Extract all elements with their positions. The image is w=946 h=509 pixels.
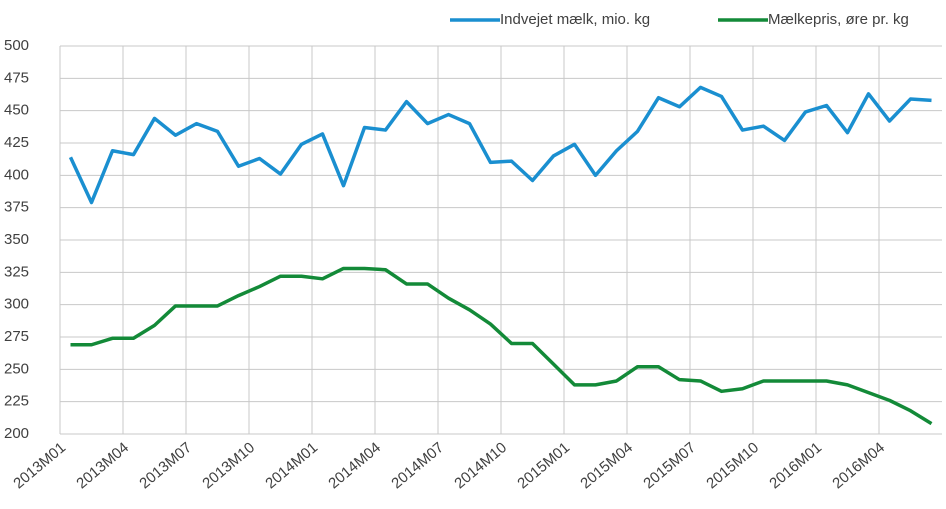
- y-tick-label: 200: [4, 425, 29, 442]
- y-tick-label: 400: [4, 166, 29, 183]
- x-tick-label: 2013M07: [136, 439, 195, 492]
- y-tick-label: 350: [4, 231, 29, 248]
- x-tick-label: 2016M01: [766, 439, 825, 492]
- y-tick-label: 250: [4, 360, 29, 377]
- x-tick-label: 2015M10: [703, 439, 762, 492]
- y-tick-label: 225: [4, 393, 29, 410]
- y-tick-label: 275: [4, 328, 29, 345]
- legend-label: Indvejet mælk, mio. kg: [500, 11, 650, 28]
- x-tick-label: 2015M04: [577, 439, 636, 492]
- x-tick-label: 2016M04: [829, 439, 888, 492]
- y-tick-label: 325: [4, 263, 29, 280]
- y-tick-label: 375: [4, 199, 29, 216]
- x-tick-label: 2014M07: [388, 439, 447, 492]
- x-tick-label: 2014M10: [451, 439, 510, 492]
- x-tick-label: 2013M10: [199, 439, 258, 492]
- y-tick-label: 425: [4, 134, 29, 151]
- x-tick-label: 2014M04: [325, 439, 384, 492]
- legend-label: Mælkepris, øre pr. kg: [768, 11, 909, 28]
- y-tick-label: 300: [4, 296, 29, 313]
- y-tick-label: 450: [4, 102, 29, 119]
- x-tick-label: 2013M04: [73, 439, 132, 492]
- series-line: [68, 85, 932, 205]
- y-tick-label: 475: [4, 69, 29, 86]
- x-tick-label: 2015M01: [514, 439, 573, 492]
- series-line: [70, 266, 933, 426]
- x-tick-label: 2014M01: [262, 439, 321, 492]
- y-tick-label: 500: [4, 37, 29, 54]
- x-tick-label: 2015M07: [640, 439, 699, 492]
- x-tick-label: 2013M01: [10, 439, 69, 492]
